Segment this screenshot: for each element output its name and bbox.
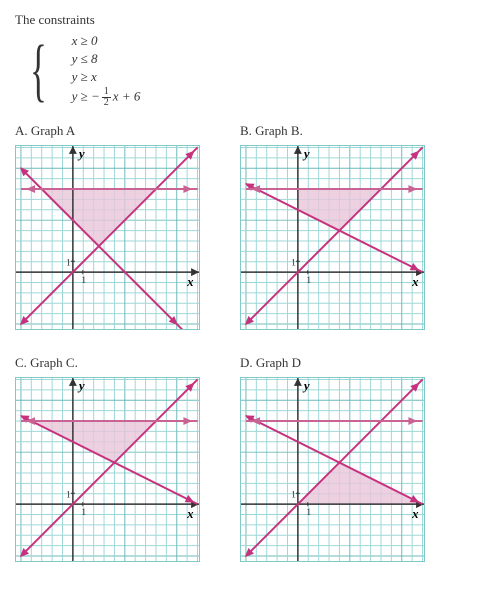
graph-cell-D: D. Graph D 11 x y bbox=[240, 355, 425, 562]
svg-text:1: 1 bbox=[81, 275, 86, 286]
svg-text:y: y bbox=[77, 147, 85, 161]
svg-text:1: 1 bbox=[291, 258, 296, 269]
svg-text:1: 1 bbox=[291, 490, 296, 501]
graphs-row-1: A. Graph A 11xy B. Graph B. 11xy bbox=[15, 123, 485, 330]
option-label-A: A. Graph A bbox=[15, 123, 200, 139]
constraint-3: y ≥ x bbox=[72, 69, 141, 85]
svg-text:1: 1 bbox=[66, 490, 71, 501]
svg-text:x: x bbox=[186, 507, 194, 521]
svg-text:1: 1 bbox=[306, 507, 311, 518]
graph-cell-A: A. Graph A 11 x y bbox=[15, 123, 200, 330]
constraint-1: x ≥ 0 bbox=[72, 33, 141, 49]
svg-text:1: 1 bbox=[66, 258, 71, 269]
constraints-title: The constraints bbox=[15, 12, 485, 28]
constraints-lines: x ≥ 0 y ≤ 8 y ≥ x y ≥ −12x + 6 bbox=[72, 33, 141, 108]
svg-text:1: 1 bbox=[306, 275, 311, 286]
constraints-block: { x ≥ 0 y ≤ 8 y ≥ x y ≥ −12x + 6 bbox=[30, 33, 485, 108]
graph-cell-C: C. Graph C. 11 x y bbox=[15, 355, 200, 562]
constraint-2: y ≤ 8 bbox=[72, 51, 141, 67]
svg-text:y: y bbox=[302, 147, 310, 161]
svg-text:y: y bbox=[77, 379, 85, 393]
c4-post: x + 6 bbox=[113, 88, 141, 103]
frac-den: 2 bbox=[102, 98, 111, 108]
graph-cell-B: B. Graph B. 11 x y bbox=[240, 123, 425, 330]
svg-text:y: y bbox=[302, 379, 310, 393]
graph-D: 11 x y bbox=[240, 377, 425, 562]
c4-pre: y ≥ − bbox=[72, 88, 100, 103]
option-label-D: D. Graph D bbox=[240, 355, 425, 371]
svg-text:x: x bbox=[411, 275, 419, 289]
graph-A: 11 x y bbox=[15, 145, 200, 330]
fraction: 12 bbox=[102, 87, 111, 108]
option-label-B: B. Graph B. bbox=[240, 123, 425, 139]
graph-B: 11 x y bbox=[240, 145, 425, 330]
svg-text:x: x bbox=[186, 275, 194, 289]
constraint-4: y ≥ −12x + 6 bbox=[72, 87, 141, 108]
option-label-C: C. Graph C. bbox=[15, 355, 200, 371]
brace-icon: { bbox=[30, 36, 47, 106]
graph-C: 11 x y bbox=[15, 377, 200, 562]
svg-text:x: x bbox=[411, 507, 419, 521]
graphs-row-2: C. Graph C. 11xy D. Graph D 11xy bbox=[15, 355, 485, 562]
svg-text:1: 1 bbox=[81, 507, 86, 518]
